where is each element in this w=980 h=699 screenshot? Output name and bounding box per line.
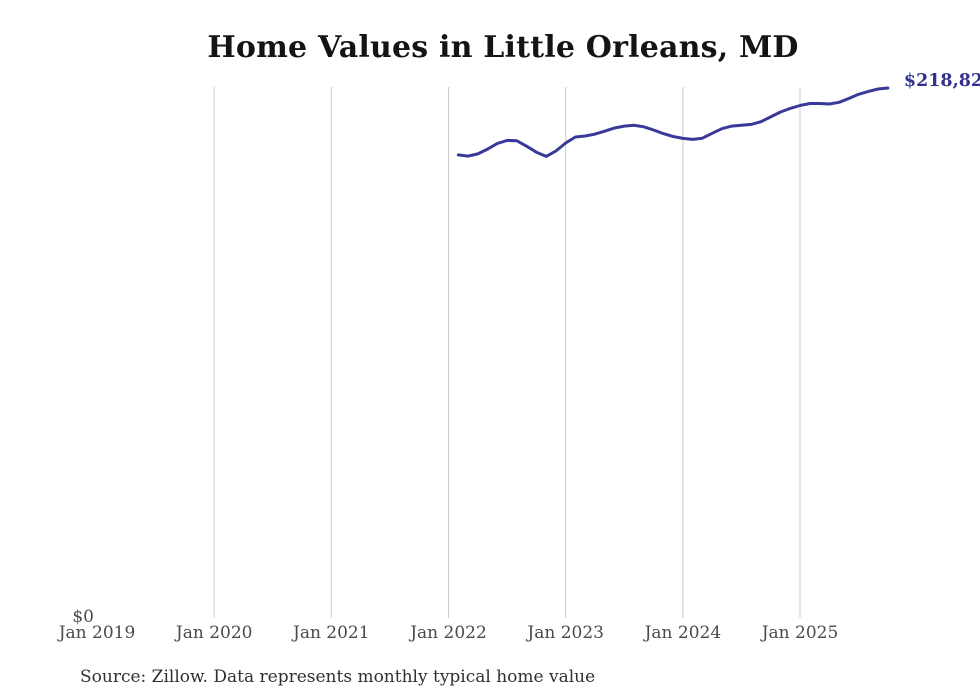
- chart-title: Home Values in Little Orleans, MD: [207, 30, 799, 65]
- x-tick-label: Jan 2021: [293, 623, 370, 643]
- latest-value-label: $218,820: [903, 71, 980, 91]
- x-tick-label: Jan 2023: [527, 623, 604, 643]
- source-note: Source: Zillow. Data represents monthly …: [80, 667, 596, 687]
- x-tick-label: Jan 2025: [761, 623, 839, 643]
- x-tick-label: Jan 2022: [410, 623, 487, 643]
- home-value-line: [456, 86, 890, 158]
- x-tick-label: Jan 2019: [58, 623, 136, 643]
- y-axis-zero-label: $0: [72, 607, 94, 627]
- x-tick-label: Jan 2020: [175, 623, 253, 643]
- x-tick-label: Jan 2024: [644, 623, 722, 643]
